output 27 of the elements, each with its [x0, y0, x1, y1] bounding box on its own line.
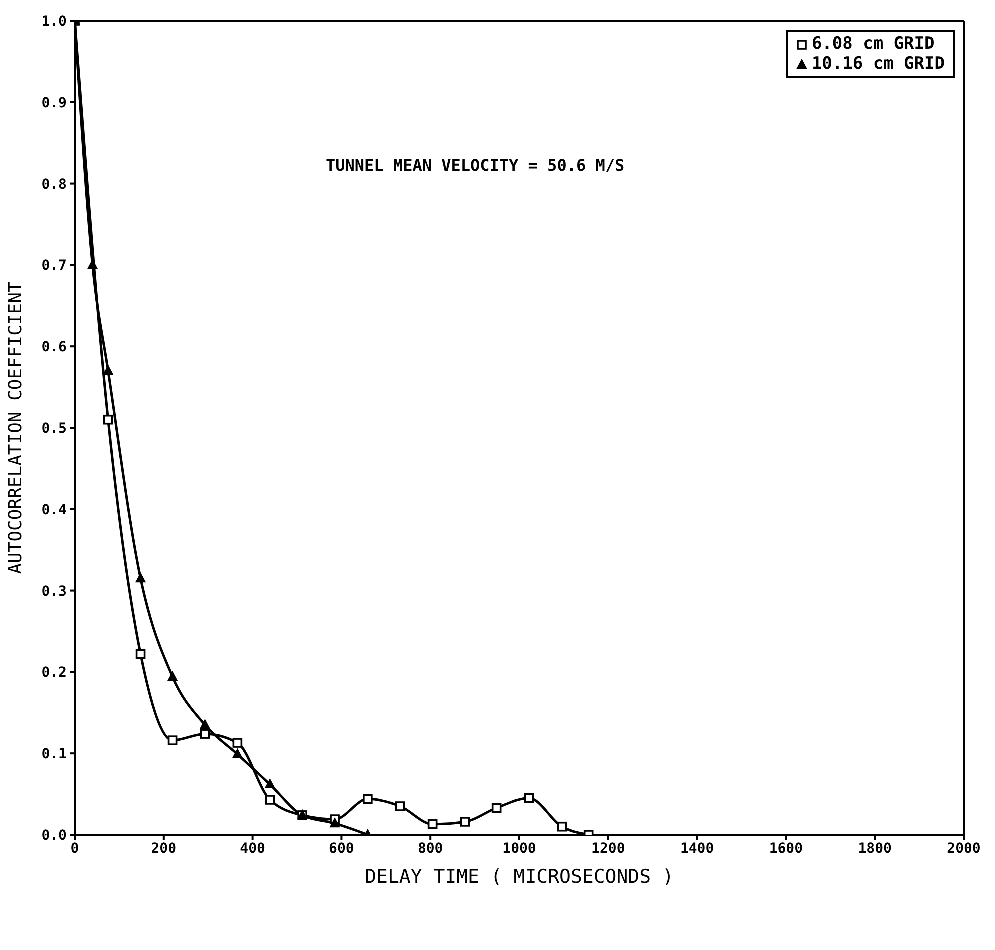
y-axis-title: AUTOCORRELATION COEFFICIENT	[5, 282, 26, 574]
y-tick-label: 1.0	[42, 14, 67, 30]
x-tick-label: 1200	[592, 840, 626, 857]
legend-label: 10.16 cm GRID	[812, 54, 945, 74]
y-tick-label: 0.3	[42, 584, 67, 600]
x-axis-title: DELAY TIME ( MICROSECONDS )	[365, 866, 674, 888]
x-tick-label: 1600	[769, 840, 804, 857]
y-tick-label: 0.2	[42, 665, 67, 682]
y-tick-label: 0.6	[42, 340, 67, 356]
x-tick-label: 1000	[502, 840, 536, 857]
x-tick-label: 600	[329, 840, 354, 857]
y-tick-label: 0.8	[42, 176, 67, 193]
y-tick-label: 0.7	[42, 258, 67, 274]
x-tick-label: 0	[70, 840, 80, 857]
y-tick-label: 0.4	[42, 502, 67, 518]
y-tick-label: 0.0	[42, 828, 67, 844]
y-tick-label: 0.9	[42, 95, 67, 112]
y-tick-label: 0.5	[42, 420, 67, 437]
y-tick-label: 0.1	[42, 746, 67, 763]
x-tick-label: 1400	[680, 840, 714, 857]
x-tick-label: 200	[151, 840, 177, 857]
x-tick-label: 2000	[947, 840, 981, 857]
x-tick-label: 800	[418, 840, 444, 857]
annotation: TUNNEL MEAN VELOCITY = 50.6 M/S	[326, 156, 625, 175]
x-tick-label: 1800	[858, 840, 892, 857]
x-tick-label: 400	[240, 840, 266, 857]
legend-label: 6.08 cm GRID	[812, 34, 935, 54]
